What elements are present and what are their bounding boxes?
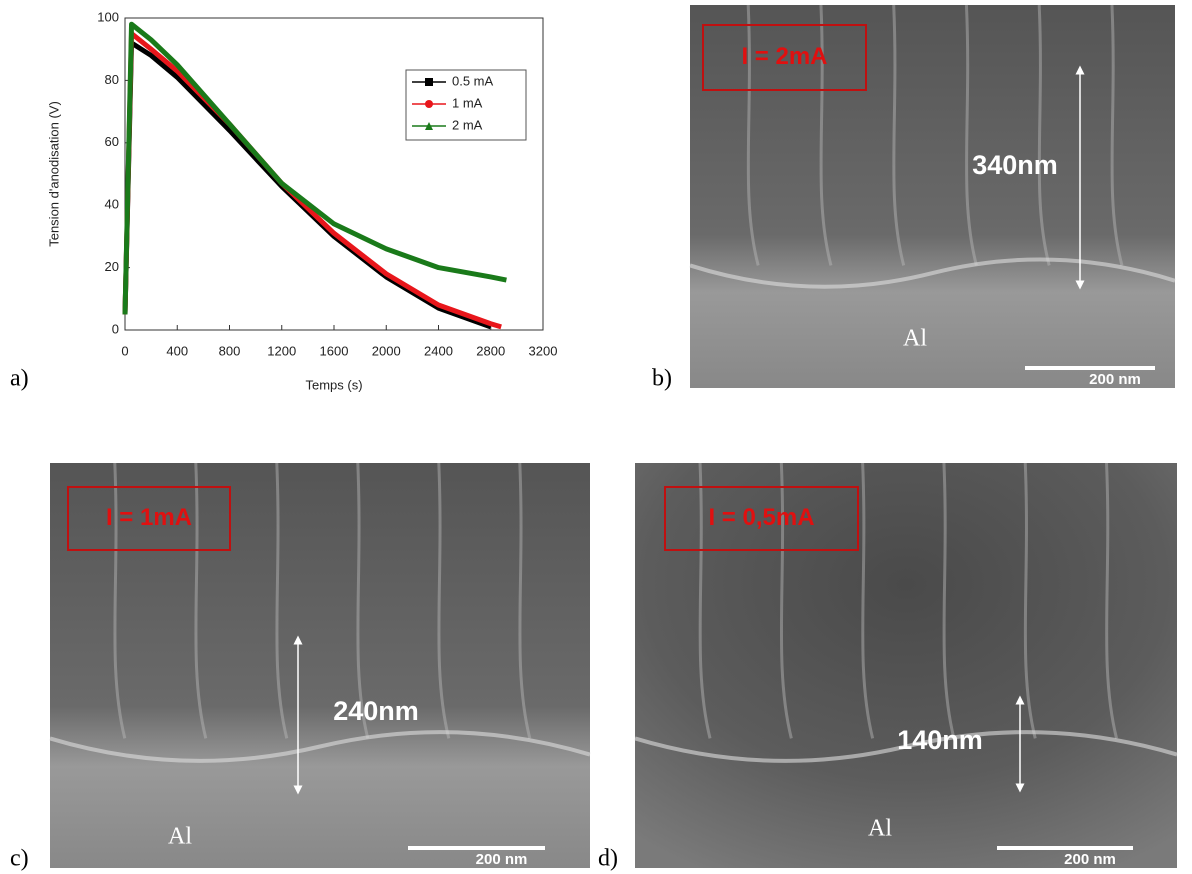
barrier-layer (49, 730, 591, 763)
barrier-layer (634, 730, 1178, 763)
y-tick-label: 20 (105, 259, 119, 274)
legend-label: 1 mA (452, 95, 483, 110)
legend-marker (425, 122, 433, 130)
sem-image (690, 5, 1175, 388)
thickness-label: 140nm (897, 725, 983, 755)
current-box (664, 486, 859, 551)
pore-wall (698, 462, 712, 739)
x-tick-label: 1200 (267, 343, 296, 358)
x-tick-label: 400 (166, 343, 188, 358)
y-tick-label: 40 (105, 197, 119, 212)
plot-frame (124, 17, 544, 331)
panel-label: a) (10, 366, 29, 392)
pore-wall (275, 462, 289, 739)
legend-label: 0.5 mA (452, 73, 494, 88)
data-line (122, 40, 492, 330)
scale-bar-label: 200 nm (476, 851, 528, 868)
pore-wall (437, 462, 451, 739)
x-tick-label: 3200 (529, 343, 558, 358)
thickness-label: 340nm (972, 150, 1058, 180)
thickness-label: 240nm (333, 696, 419, 726)
pore-wall (1023, 462, 1037, 739)
current-label: I = 0,5mA (708, 504, 814, 531)
y-tick-label: 0 (112, 321, 119, 336)
x-tick-label: 1600 (320, 343, 349, 358)
pore-wall (892, 4, 906, 266)
current-label: I = 2mA (741, 43, 827, 70)
sem-image (635, 463, 1177, 868)
x-tick-label: 2800 (476, 343, 505, 358)
y-tick-label: 60 (105, 134, 119, 149)
y-tick-label: 100 (97, 9, 119, 24)
legend-marker (425, 100, 433, 108)
pore-wall (113, 462, 127, 739)
pore-wall (1037, 4, 1051, 266)
scale-bar-label: 200 nm (1089, 371, 1141, 388)
pore-wall (779, 462, 793, 739)
x-tick-label: 800 (219, 343, 241, 358)
panel-label: d) (598, 846, 618, 872)
x-axis-label: Temps (s) (305, 377, 362, 392)
substrate-label: Al (868, 816, 892, 842)
pore-wall (356, 462, 370, 739)
pore-wall (1105, 462, 1118, 739)
pore-wall (942, 462, 956, 739)
current-label: I = 1mA (106, 504, 192, 531)
y-tick-label: 80 (105, 72, 119, 87)
x-tick-label: 2400 (424, 343, 453, 358)
pore-wall (861, 462, 875, 739)
panel-label: c) (10, 846, 29, 872)
legend-label: 2 mA (452, 117, 483, 132)
pore-wall (194, 462, 208, 739)
scale-bar-label: 200 nm (1064, 851, 1116, 868)
pore-wall (746, 4, 760, 266)
pore-wall (964, 4, 978, 266)
current-box (67, 486, 231, 551)
pore-wall (1110, 4, 1124, 266)
barrier-layer (689, 257, 1176, 289)
y-axis-label: Tension d'anodisation (V) (46, 101, 61, 247)
panel-label: b) (652, 366, 672, 392)
x-tick-label: 2000 (372, 343, 401, 358)
current-box (702, 24, 867, 91)
legend-marker (425, 78, 433, 86)
x-tick-label: 0 (121, 343, 128, 358)
substrate-label: Al (168, 824, 192, 850)
substrate-label: Al (903, 326, 927, 352)
data-line (122, 21, 507, 315)
pore-wall (518, 462, 532, 739)
sem-image (50, 463, 590, 868)
pore-wall (819, 4, 833, 266)
